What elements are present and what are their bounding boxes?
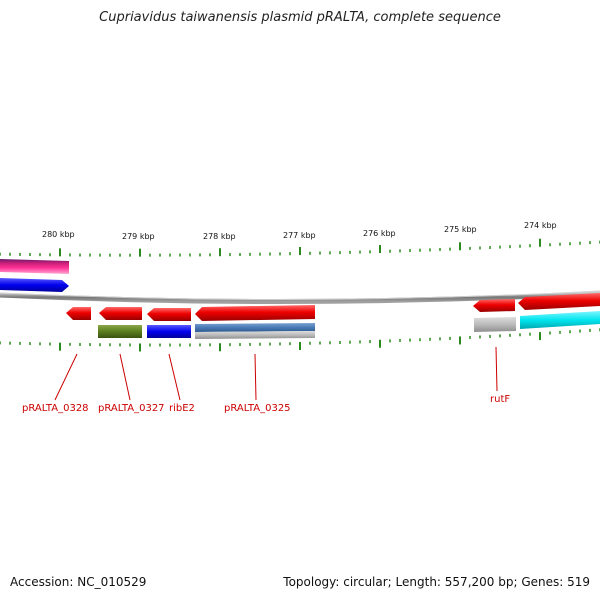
gene-label-pRALTA_0328: pRALTA_0328 [22, 403, 89, 414]
cds-arrow-pRALTA_0328 [66, 307, 91, 320]
outer-scale-ticks [0, 238, 600, 257]
gene-label-pRALTA_0325: pRALTA_0325 [224, 403, 291, 414]
gene-label-pRALTA_0327: pRALTA_0327 [98, 403, 165, 414]
map-title: Cupriavidus taiwanensis plasmid pRALTA, … [99, 10, 501, 25]
scale-label-279: 279 kbp [122, 232, 155, 241]
scale-labels: 280 kbp 279 kbp 278 kbp 277 kbp 276 kbp … [42, 221, 557, 241]
accession-text: Accession: NC_010529 [10, 575, 147, 589]
cog-cyan-feature [520, 311, 600, 329]
outer-feature-ring [0, 259, 69, 292]
cds-arrow-pRALTA_0325 [195, 305, 315, 321]
cog-blue-feature [147, 325, 191, 338]
leader-rutF [495, 346, 498, 392]
cog-grey-feature-2 [474, 317, 516, 332]
scale-label-277: 277 kbp [283, 231, 316, 240]
leader-ribE2 [168, 353, 181, 401]
cog-steelblue-feature [195, 323, 315, 332]
leader-pRALTA_0327 [119, 353, 131, 401]
scale-label-278: 278 kbp [203, 232, 236, 241]
cds-ring [66, 293, 600, 321]
cog-ring [98, 311, 600, 339]
gene-label-rutF: rutF [490, 394, 510, 405]
scale-label-276: 276 kbp [363, 229, 396, 238]
scale-label-280: 280 kbp [42, 230, 75, 239]
leader-pRALTA_0328 [54, 353, 78, 401]
gene-label-ribE2: ribE2 [169, 403, 195, 414]
cds-arrow-right [518, 293, 600, 310]
gene-label-leaders [54, 346, 498, 401]
cds-arrow-ribE2 [147, 308, 191, 321]
cds-arrow-pRALTA_0327 [99, 307, 142, 320]
blue-feature-outer [0, 278, 69, 292]
inner-scale-ticks [0, 328, 600, 352]
cds-arrow-rutF [473, 299, 515, 312]
scale-label-275: 275 kbp [444, 225, 477, 234]
leader-pRALTA_0325 [254, 353, 257, 401]
gene-labels: pRALTA_0328 pRALTA_0327 ribE2 pRALTA_032… [22, 394, 510, 414]
genome-summary-text: Topology: circular; Length: 557,200 bp; … [283, 575, 590, 589]
scale-label-274: 274 kbp [524, 221, 557, 230]
magenta-feature [0, 259, 69, 274]
plasmid-backbone [0, 290, 600, 305]
cog-grey-feature-1 [195, 331, 315, 339]
cog-olive-feature [98, 325, 142, 338]
